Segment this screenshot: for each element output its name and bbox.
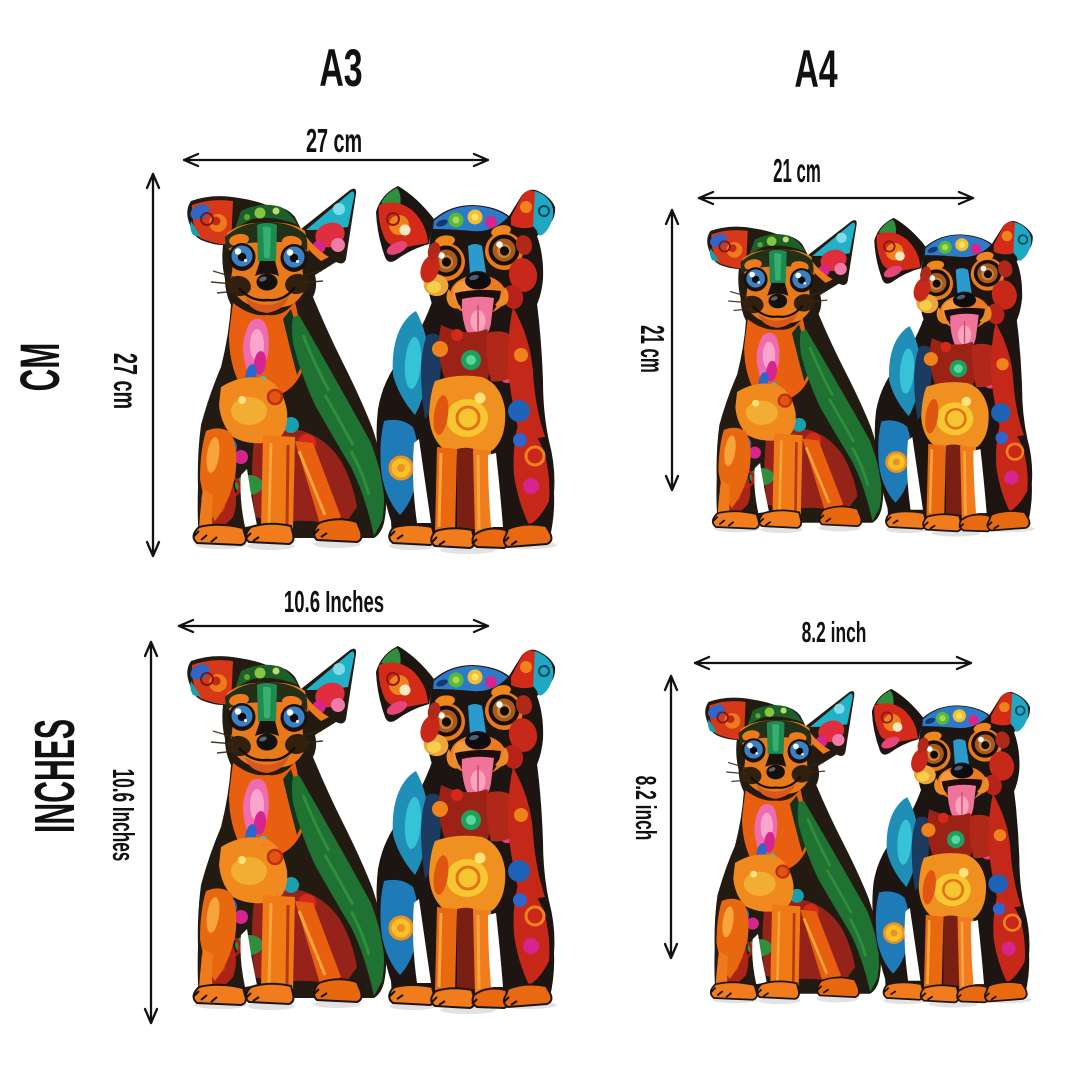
svg-text:10.6 Inches: 10.6 Inches	[106, 769, 141, 862]
svg-text:8.2 inch: 8.2 inch	[802, 617, 867, 650]
svg-text:A4: A4	[794, 41, 838, 99]
svg-text:8.2 inch: 8.2 inch	[629, 776, 662, 841]
svg-text:A3: A3	[319, 40, 362, 98]
svg-text:27 cm: 27 cm	[306, 122, 362, 160]
svg-text:10.6 Inches: 10.6 Inches	[284, 585, 384, 619]
svg-text:INCHES: INCHES	[23, 719, 87, 833]
svg-text:21 cm: 21 cm	[773, 152, 821, 190]
svg-text:27 cm: 27 cm	[107, 353, 145, 409]
svg-text:21 cm: 21 cm	[633, 325, 671, 373]
svg-text:CM: CM	[8, 343, 71, 392]
